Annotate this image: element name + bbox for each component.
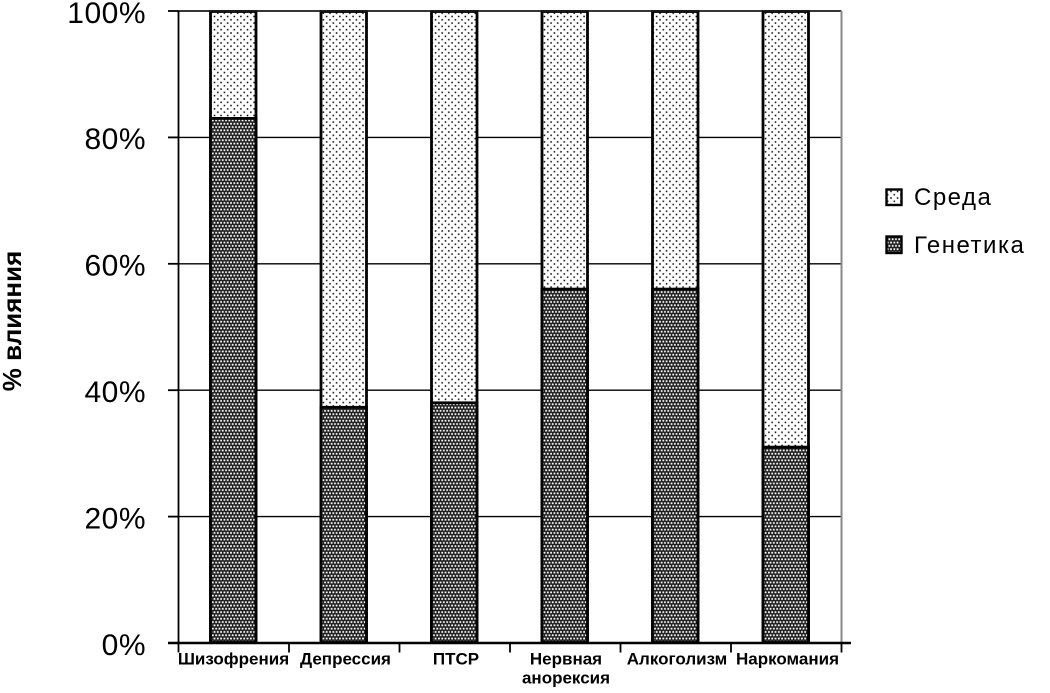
svg-text:40%: 40% [84,376,146,409]
svg-text:20%: 20% [84,503,146,536]
svg-text:Шизофрения: Шизофрения [178,650,289,669]
svg-text:ПТСР: ПТСР [433,650,479,669]
svg-text:Алкоголизм: Алкоголизм [627,650,727,669]
svg-text:анорексия: анорексия [522,669,610,688]
svg-text:Депрессия: Депрессия [300,650,391,669]
svg-text:80%: 80% [84,123,146,156]
svg-text:Среда: Среда [914,184,992,211]
svg-text:100%: 100% [67,0,146,30]
svg-text:0%: 0% [102,629,146,662]
svg-text:60%: 60% [84,250,146,283]
svg-text:Нервная: Нервная [530,650,602,669]
svg-text:Наркомания: Наркомания [736,650,839,669]
svg-text:% влияния: % влияния [0,251,27,392]
svg-text:Генетика: Генетика [914,232,1025,259]
